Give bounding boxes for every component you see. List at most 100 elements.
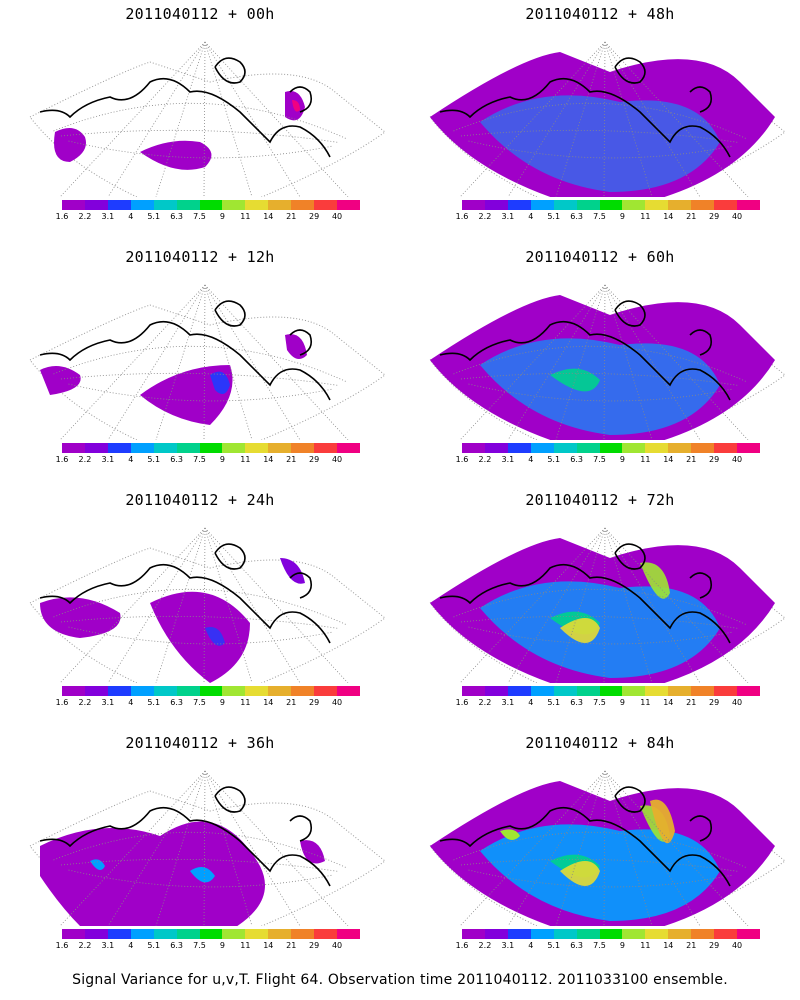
colorbar-swatch <box>107 686 131 696</box>
colorbar-swatch <box>576 929 600 939</box>
colorbar-label: 40 <box>731 455 743 464</box>
colorbar-swatch <box>314 686 338 696</box>
graticule <box>53 284 349 440</box>
coastline <box>439 543 731 644</box>
colorbar-swatch <box>176 686 200 696</box>
colorbar-swatch <box>84 200 108 210</box>
colorbar-label: 5.1 <box>147 698 161 707</box>
colorbar-swatch <box>153 929 177 939</box>
colorbar-label: 5.1 <box>147 455 161 464</box>
colorbar-label: 11 <box>640 698 651 707</box>
contour-fill <box>292 100 300 112</box>
polar-map <box>429 284 786 440</box>
colorbar-label: 5.1 <box>547 455 561 464</box>
colorbar-label: 4 <box>528 698 534 707</box>
colorbar-label: 21 <box>686 941 697 950</box>
colorbar-swatch <box>314 200 338 210</box>
contour-fill <box>210 371 230 394</box>
forecast-panel: 2011040112 + 48h 1.6 2.2 3.1 4 5.1 6.3 7.5 9 11 14… <box>400 0 800 240</box>
panel-title: 2011040112 + 00h <box>125 5 275 23</box>
colorbar-label: 4 <box>128 698 134 707</box>
colorbar-swatch <box>530 929 554 939</box>
colorbar-swatch <box>291 200 315 210</box>
colorbar-label: 40 <box>331 698 343 707</box>
colorbar-label: 3.1 <box>501 212 515 221</box>
colorbar-swatch <box>645 686 669 696</box>
colorbar-swatch <box>576 200 600 210</box>
colorbar-label: 9 <box>619 941 625 950</box>
colorbar-swatch <box>462 200 485 210</box>
colorbar-swatch <box>268 443 292 453</box>
colorbar-swatch <box>553 686 577 696</box>
colorbar-label: 14 <box>263 698 274 707</box>
map-boundary <box>29 61 386 197</box>
colorbar-label: 7.5 <box>193 698 206 707</box>
colorbar-label: 40 <box>331 455 343 464</box>
colorbar-label: 2.2 <box>478 698 492 707</box>
graticule <box>53 527 349 683</box>
forecast-panel: 2011040112 + 36h 1.6 2.2 3.1 4 5.1 6.3 7.5 9 11 14… <box>0 729 400 969</box>
colorbar-label: 29 <box>709 212 720 221</box>
colorbar-label: 11 <box>640 941 651 950</box>
colorbar-label: 9 <box>219 455 225 464</box>
colorbar-label: 1.6 <box>455 455 469 464</box>
colorbar-label: 4 <box>528 941 534 950</box>
colorbar-swatch <box>714 443 738 453</box>
graticule <box>53 41 349 197</box>
colorbar-swatch <box>530 200 554 210</box>
colorbar-swatch <box>599 200 623 210</box>
variance-field <box>40 558 305 683</box>
polar-map <box>29 41 386 197</box>
colorbar-swatch <box>507 443 531 453</box>
coastline <box>439 786 731 887</box>
colorbar-swatch <box>84 929 108 939</box>
colorbar-label: 21 <box>286 455 297 464</box>
colorbar-label: 5.1 <box>147 212 161 221</box>
colorbar-swatch <box>691 200 715 210</box>
variance-field <box>430 52 775 197</box>
colorbar-label: 14 <box>263 212 274 221</box>
colorbar-swatch <box>599 929 623 939</box>
colorbar-label: 40 <box>731 698 743 707</box>
colorbar-swatch <box>337 200 360 210</box>
colorbar-swatch <box>291 686 315 696</box>
colorbar-label: 2.2 <box>78 212 92 221</box>
colorbar-swatch <box>691 929 715 939</box>
colorbar-label: 29 <box>309 455 320 464</box>
graticule <box>453 41 749 197</box>
panel-title: 2011040112 + 12h <box>125 248 275 266</box>
coastline <box>39 57 331 158</box>
contour-fill <box>280 558 305 584</box>
colorbar-label: 3.1 <box>101 941 115 950</box>
figure-caption: Signal Variance for u,v,T. Flight 64. Ob… <box>72 972 728 988</box>
colorbar-label: 4 <box>528 212 534 221</box>
colorbar-label: 9 <box>219 698 225 707</box>
colorbar-label: 14 <box>263 455 274 464</box>
colorbar-label: 40 <box>331 941 343 950</box>
colorbar-label: 7.5 <box>593 698 606 707</box>
colorbar-swatch <box>153 200 177 210</box>
contour-fill <box>54 128 86 162</box>
colorbar-swatch <box>268 200 292 210</box>
colorbar-label: 2.2 <box>478 941 492 950</box>
colorbar: 1.6 2.2 3.1 4 5.1 6.3 7.5 9 11 14 21 29 40 <box>56 200 360 230</box>
colorbar-swatch <box>462 443 485 453</box>
colorbar-label: 7.5 <box>193 941 206 950</box>
colorbar-swatch <box>268 686 292 696</box>
colorbar-swatch <box>337 929 360 939</box>
colorbar-swatch <box>737 200 760 210</box>
colorbar-label: 1.6 <box>455 941 469 950</box>
colorbar-swatch <box>107 443 131 453</box>
colorbar-label: 11 <box>240 455 251 464</box>
polar-map <box>429 527 786 683</box>
contour-fill <box>150 591 250 683</box>
colorbar-swatch <box>268 929 292 939</box>
colorbar-swatch <box>245 929 269 939</box>
colorbar-label: 29 <box>709 455 720 464</box>
colorbar-label: 1.6 <box>55 941 69 950</box>
colorbar-label: 4 <box>128 212 134 221</box>
colorbar-swatch <box>130 686 154 696</box>
colorbar-label: 11 <box>240 212 251 221</box>
colorbar-swatch <box>645 200 669 210</box>
